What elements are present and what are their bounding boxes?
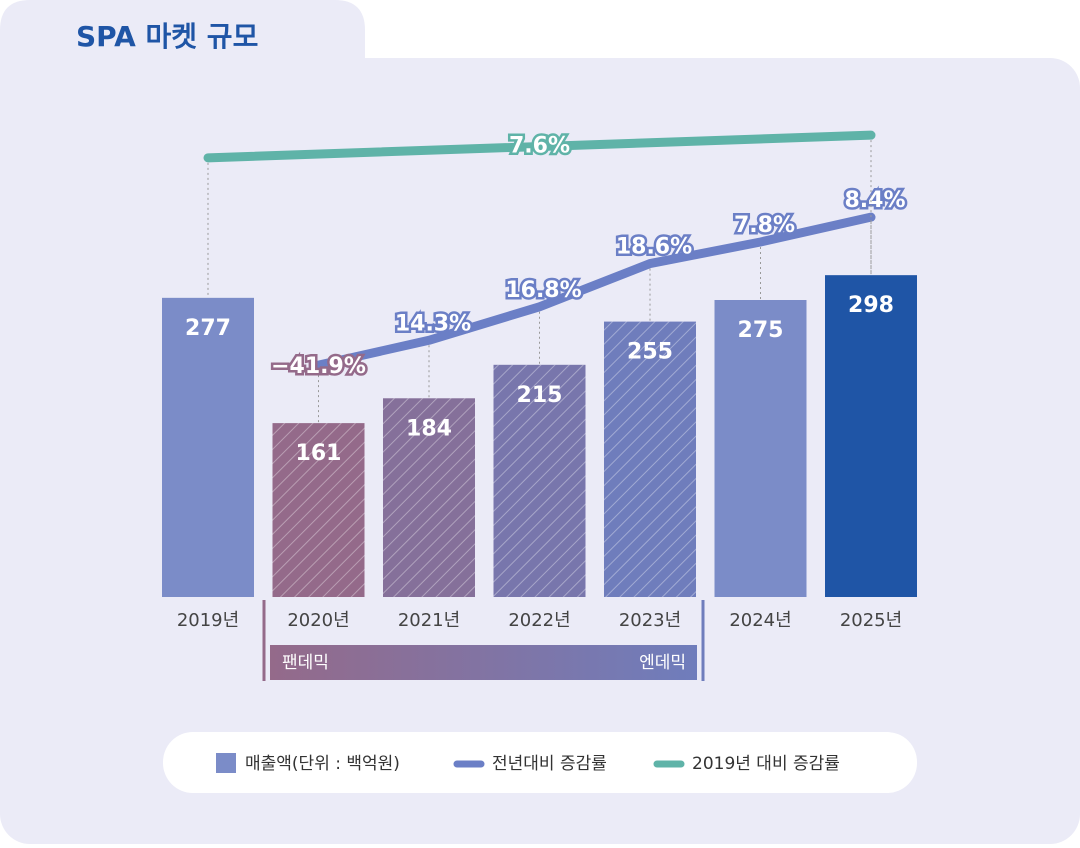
bar-value-label: 275 bbox=[738, 318, 784, 343]
bar-value-label: 255 bbox=[627, 340, 673, 365]
bar-value-label: 298 bbox=[848, 293, 894, 318]
x-tick-label: 2023년 bbox=[619, 610, 681, 631]
bar-hatch bbox=[604, 321, 696, 597]
x-tick-label: 2020년 bbox=[287, 610, 349, 631]
period-end-label: 엔데믹 bbox=[639, 653, 686, 673]
bar-value-label: 277 bbox=[185, 316, 231, 341]
yoy-label: 18.6% bbox=[616, 235, 692, 260]
bar-hatch bbox=[383, 398, 475, 597]
cagr-line bbox=[203, 130, 876, 163]
bar-value-label: 215 bbox=[517, 383, 563, 408]
bar-hatch bbox=[272, 423, 365, 597]
bar bbox=[162, 297, 254, 597]
chart-title: SPA 마켓 규모 bbox=[76, 20, 258, 53]
legend bbox=[163, 732, 917, 793]
yoy-label: 8.4% bbox=[844, 188, 905, 213]
legend-label: 전년대비 증감률 bbox=[492, 754, 607, 774]
cagr-label: 7.6% bbox=[509, 134, 570, 159]
bar-value-label: 184 bbox=[406, 416, 452, 441]
yoy-label: 16.8% bbox=[505, 278, 581, 303]
bar bbox=[714, 300, 807, 597]
yoy-line bbox=[314, 212, 876, 370]
panel-corner bbox=[0, 40, 60, 100]
period-start-label: 팬데믹 bbox=[282, 653, 329, 673]
legend-label: 매출액(단위 : 백억원) bbox=[245, 754, 400, 774]
x-tick-label: 2024년 bbox=[729, 610, 791, 631]
title-tab bbox=[0, 0, 365, 60]
yoy-label: −41.9% bbox=[271, 354, 366, 379]
yoy-label: 14.3% bbox=[395, 311, 471, 336]
bar bbox=[825, 275, 917, 597]
legend-swatch bbox=[216, 753, 236, 773]
x-tick-label: 2022년 bbox=[508, 610, 570, 631]
bar-value-label: 161 bbox=[296, 441, 342, 466]
yoy-label: 7.8% bbox=[734, 213, 795, 238]
bar-hatch bbox=[493, 364, 586, 597]
period-band bbox=[270, 645, 697, 680]
legend-label: 2019년 대비 증감률 bbox=[692, 754, 840, 774]
x-tick-label: 2025년 bbox=[840, 610, 902, 631]
x-tick-label: 2021년 bbox=[398, 610, 460, 631]
x-tick-label: 2019년 bbox=[177, 610, 239, 631]
